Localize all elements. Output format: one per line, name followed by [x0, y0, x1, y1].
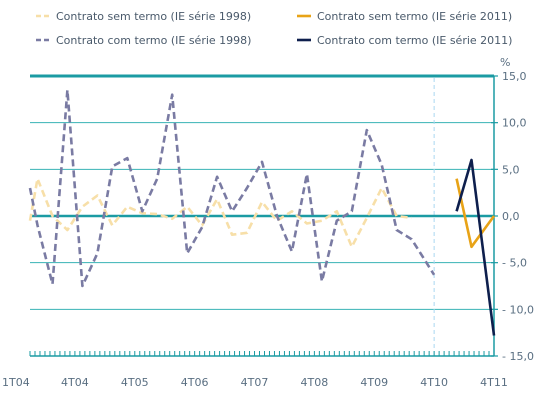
y-tick-label-5: - 10,0 [502, 303, 534, 316]
y-unit-label: % [500, 56, 510, 69]
y-tick-label-2: 5,0 [502, 163, 520, 176]
x-tick-label-7: 4T10 [420, 376, 448, 389]
y-tick-label-0: 15,0 [502, 70, 527, 83]
legend-label-0: Contrato sem termo (IE série 1998) [56, 10, 251, 23]
series-line-3 [455, 158, 496, 336]
series-line-2 [455, 178, 496, 249]
x-tick-label-3: 4T06 [181, 376, 209, 389]
legend-label-3: Contrato com termo (IE série 2011) [317, 34, 512, 47]
legend-label-1: Contrato com termo (IE série 1998) [56, 34, 251, 47]
x-tick-label-5: 4T08 [301, 376, 329, 389]
y-tick-label-3: 0,0 [502, 210, 520, 223]
x-tick-label-1: 4T04 [61, 376, 89, 389]
x-tick-label-8: 4T11 [480, 376, 508, 389]
legend-label-2: Contrato sem termo (IE série 2011) [317, 10, 512, 23]
x-tick-label-6: 4T09 [360, 376, 388, 389]
x-tick-label-2: 4T05 [121, 376, 149, 389]
x-tick-label-0: 1T04 [2, 376, 30, 389]
x-tick-label-4: 4T07 [241, 376, 269, 389]
series-line-0 [28, 177, 412, 249]
series-line-1 [28, 88, 436, 288]
y-tick-label-4: - 5,0 [502, 257, 527, 270]
y-tick-label-6: - 15,0 [502, 350, 534, 363]
y-tick-label-1: 10,0 [502, 117, 527, 130]
